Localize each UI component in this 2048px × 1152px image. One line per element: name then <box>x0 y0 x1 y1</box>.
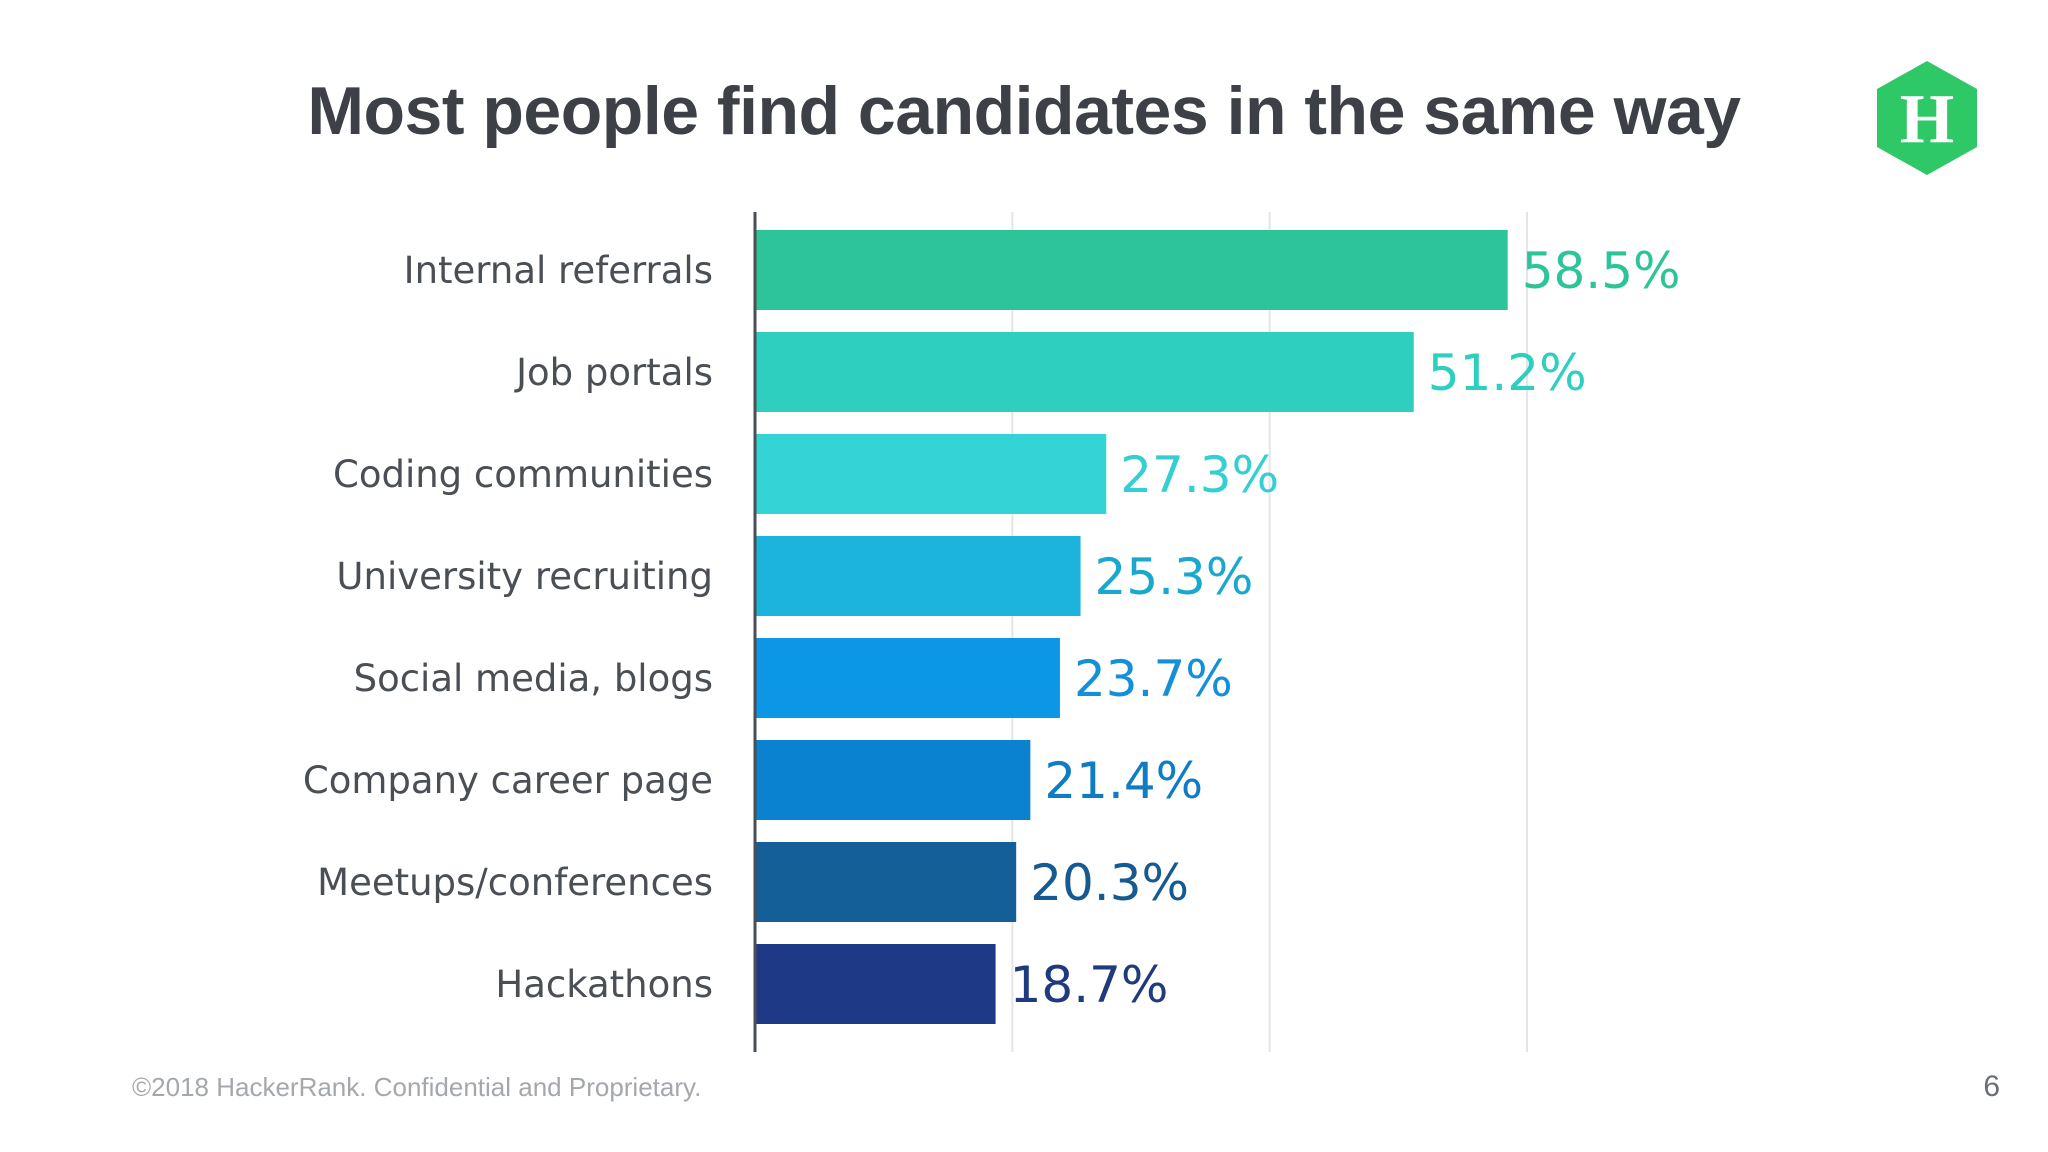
category-label-6: Meetups/conferences <box>317 861 713 904</box>
category-label-4: Social media, blogs <box>354 657 713 700</box>
category-label-5: Company career page <box>303 759 713 802</box>
bar-7 <box>755 944 996 1024</box>
bar-0 <box>755 230 1508 310</box>
category-label-0: Internal referrals <box>404 249 713 292</box>
value-label-1: 51.2% <box>1428 344 1587 402</box>
bar-1 <box>755 332 1414 412</box>
value-label-3: 25.3% <box>1095 548 1254 606</box>
bar-3 <box>755 536 1081 616</box>
value-label-7: 18.7% <box>1010 956 1169 1014</box>
value-label-0: 58.5% <box>1522 242 1681 300</box>
bar-6 <box>755 842 1017 922</box>
bar-5 <box>755 740 1031 820</box>
slide-title: Most people find candidates in the same … <box>307 73 1741 149</box>
value-label-2: 27.3% <box>1120 446 1279 504</box>
logo-hexagon <box>1877 61 1977 175</box>
bar-2 <box>755 434 1107 514</box>
category-label-7: Hackathons <box>495 963 713 1006</box>
value-label-4: 23.7% <box>1074 650 1233 708</box>
bar-4 <box>755 638 1060 718</box>
category-label-1: Job portals <box>514 351 713 394</box>
category-label-3: University recruiting <box>336 555 713 598</box>
category-label-2: Coding communities <box>333 453 713 496</box>
hackerrank-logo-icon: H <box>1877 61 1977 175</box>
value-label-6: 20.3% <box>1030 854 1189 912</box>
footer-copyright: ©2018 HackerRank. Confidential and Propr… <box>132 1072 702 1102</box>
page-number: 6 <box>1983 1070 2000 1103</box>
value-label-5: 21.4% <box>1044 752 1203 810</box>
logo-letter: H <box>1900 81 1954 158</box>
